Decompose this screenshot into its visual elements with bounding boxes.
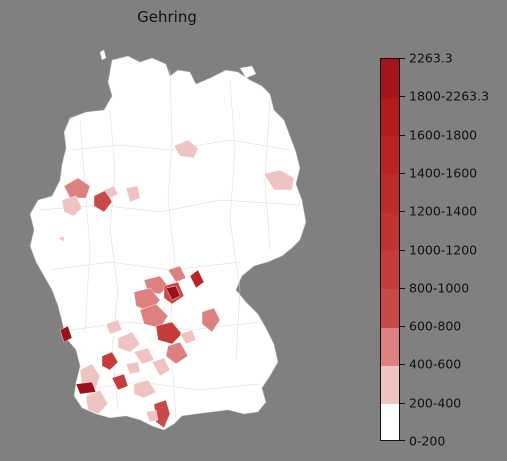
legend-tick-label: 600-800 [409,318,462,334]
legend-tick-mark [400,364,405,366]
legend-colorbar [380,58,400,441]
legend-tick-label: 1400-1600 [409,165,478,181]
colorbar-segment [381,173,399,213]
colorbar-segment [381,212,399,251]
germany-outline [29,55,307,431]
colorbar-segment [381,135,399,175]
legend-tick-label: 1600-1800 [409,127,478,143]
colorbar-segment [381,403,399,440]
legend-tick-mark [400,96,405,98]
colorbar-segment [381,327,399,366]
colored-districts [57,139,295,429]
legend-tick-mark [400,211,405,213]
colorbar-segment [381,288,399,328]
colorbar-segment [381,365,399,405]
legend-tick-label: 200-400 [409,395,462,411]
legend-tick-label: 800-1000 [409,280,470,296]
legend-tick-mark [400,440,405,441]
legend-tick-label: 1200-1400 [409,203,478,219]
legend-tick-label: 400-600 [409,356,462,372]
legend-tick-mark [400,287,405,289]
colorbar-segment [381,97,399,137]
legend-tick-mark [400,58,405,59]
legend-tick-mark [400,134,405,136]
legend-tick-mark [400,402,405,404]
legend-tick-label: 2263.3 [409,50,453,66]
legend-tick-mark [400,172,405,174]
colorbar-segment [381,250,399,290]
legend-tick-label: 0-200 [409,433,446,449]
legend-tick-label: 1800-2263.3 [409,88,490,104]
colorbar-segment [381,59,399,98]
map-title: Gehring [137,8,197,26]
legend-tick-label: 1000-1200 [409,242,478,257]
legend-tick-mark [400,326,405,328]
legend-tick-mark [400,249,405,251]
